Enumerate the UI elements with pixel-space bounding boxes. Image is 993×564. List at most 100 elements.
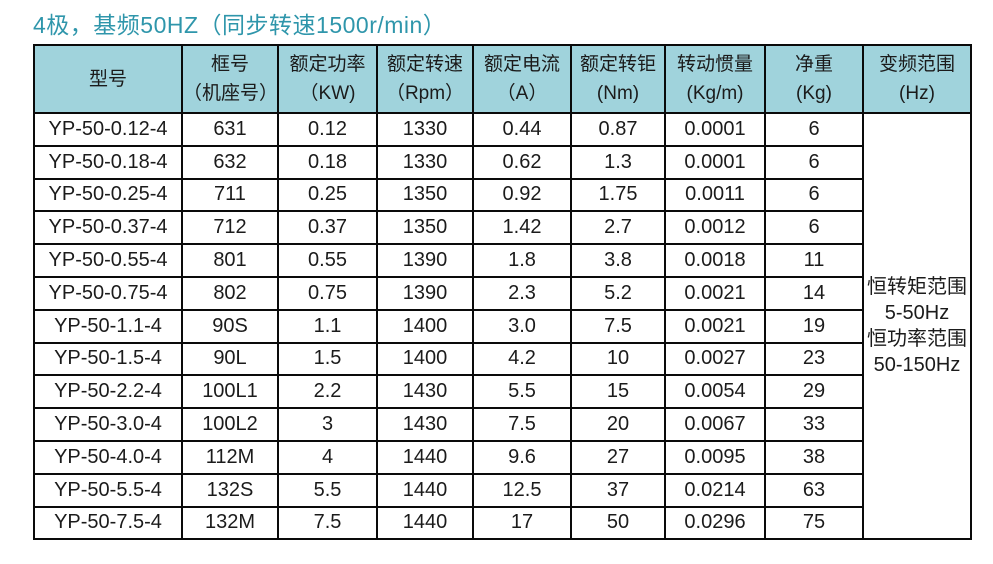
cell: 23	[764, 341, 864, 377]
cell: 15	[570, 374, 666, 410]
cell: 0.0011	[664, 177, 766, 213]
freq-range-line: 恒转矩范围	[867, 276, 967, 299]
cell: 4.2	[472, 341, 572, 377]
cell: 75	[764, 505, 864, 541]
table-row: YP-50-3.0-4 100L2 3 1430 7.5 20 0.0067 33	[33, 407, 971, 442]
cell: 0.25	[277, 177, 378, 213]
cell: 6	[764, 144, 864, 180]
cell: YP-50-1.5-4	[33, 341, 183, 377]
cell: 6	[764, 112, 864, 147]
table-row: YP-50-2.2-4 100L1 2.2 1430 5.5 15 0.0054 29	[33, 374, 971, 410]
cell: 3.0	[472, 308, 572, 344]
cell: YP-50-0.55-4	[33, 243, 183, 278]
cell: 0.44	[472, 112, 572, 147]
cell: 0.75	[277, 275, 378, 311]
cell: 1430	[376, 374, 474, 410]
cell: 0.0001	[664, 144, 766, 180]
cell: YP-50-0.18-4	[33, 144, 183, 180]
cell: 0.55	[277, 243, 378, 278]
cell: 100L2	[181, 407, 279, 442]
cell: 33	[764, 407, 864, 442]
cell: 0.0095	[664, 439, 766, 475]
cell: YP-50-4.0-4	[33, 439, 183, 475]
cell: 1350	[376, 210, 474, 246]
cell: 5.5	[277, 472, 378, 508]
cell: 27	[570, 439, 666, 475]
cell: 1330	[376, 112, 474, 147]
table-row: YP-50-1.1-4 90S 1.1 1400 3.0 7.5 0.0021 19	[33, 308, 971, 344]
cell: 631	[181, 112, 279, 147]
cell: YP-50-1.1-4	[33, 308, 183, 344]
cell: 1390	[376, 243, 474, 278]
cell: 0.0067	[664, 407, 766, 442]
cell: 0.0296	[664, 505, 766, 541]
cell: YP-50-0.75-4	[33, 275, 183, 311]
cell: 12.5	[472, 472, 572, 508]
cell: 1390	[376, 275, 474, 311]
cell: YP-50-3.0-4	[33, 407, 183, 442]
col-header-freq-range: 变频范围 (Hz)	[862, 44, 972, 114]
cell: 7.5	[277, 505, 378, 541]
cell: 1.3	[570, 144, 666, 180]
table-row: YP-50-0.37-4 712 0.37 1350 1.42 2.7 0.0012 6	[33, 210, 971, 246]
cell: 10	[570, 341, 666, 377]
cell: 9.6	[472, 439, 572, 475]
cell: 1.42	[472, 210, 572, 246]
cell: 132M	[181, 505, 279, 541]
cell: 802	[181, 275, 279, 311]
cell: 711	[181, 177, 279, 213]
col-header-model: 型号	[33, 44, 183, 114]
cell: 2.7	[570, 210, 666, 246]
cell: 0.12	[277, 112, 378, 147]
cell: 0.62	[472, 144, 572, 180]
col-header-net-weight: 净重 (Kg)	[764, 44, 864, 114]
cell: 0.37	[277, 210, 378, 246]
cell: 20	[570, 407, 666, 442]
cell: 19	[764, 308, 864, 344]
cell: 1350	[376, 177, 474, 213]
cell: 90S	[181, 308, 279, 344]
cell: 0.0214	[664, 472, 766, 508]
col-header-inertia: 转动惯量 (Kg/m)	[664, 44, 766, 114]
cell: 2.3	[472, 275, 572, 311]
cell: 3.8	[570, 243, 666, 278]
cell: 0.0012	[664, 210, 766, 246]
cell: 0.0027	[664, 341, 766, 377]
freq-range-line: 5-50Hz	[884, 302, 950, 325]
cell: 0.0021	[664, 308, 766, 344]
cell: 1.5	[277, 341, 378, 377]
cell: 0.0021	[664, 275, 766, 311]
cell: 0.0018	[664, 243, 766, 278]
cell: 4	[277, 439, 378, 475]
cell: 1330	[376, 144, 474, 180]
cell: 38	[764, 439, 864, 475]
cell: 0.92	[472, 177, 572, 213]
col-header-rated-power: 额定功率 （KW)	[277, 44, 378, 114]
cell: 2.2	[277, 374, 378, 410]
cell: 1.8	[472, 243, 572, 278]
table-row: YP-50-7.5-4 132M 7.5 1440 17 50 0.0296 75	[33, 505, 971, 541]
cell: 3	[277, 407, 378, 442]
cell: 1.1	[277, 308, 378, 344]
cell: 712	[181, 210, 279, 246]
cell: 29	[764, 374, 864, 410]
col-header-rated-torque: 额定转钜 (Nm)	[570, 44, 666, 114]
cell: 1430	[376, 407, 474, 442]
cell: 6	[764, 210, 864, 246]
page-title: 4极，基频50HZ（同步转速1500r/min）	[33, 12, 447, 38]
cell: 11	[764, 243, 864, 278]
table-row: YP-50-0.55-4 801 0.55 1390 1.8 3.8 0.0018 11	[33, 243, 971, 278]
cell: 0.0054	[664, 374, 766, 410]
cell: YP-50-7.5-4	[33, 505, 183, 541]
col-header-rated-speed: 额定转速 （Rpm）	[376, 44, 474, 114]
cell: 0.18	[277, 144, 378, 180]
table-row: YP-50-5.5-4 132S 5.5 1440 12.5 37 0.0214 63	[33, 472, 971, 508]
header-row: 型号 框号 （机座号） 额定功率 （KW) 额定转速 （Rpm） 额定电流	[33, 44, 972, 114]
cell: 112M	[181, 439, 279, 475]
cell: 1400	[376, 341, 474, 377]
cell: 7.5	[472, 407, 572, 442]
cell: 50	[570, 505, 666, 541]
freq-range-line: 恒功率范围	[867, 328, 967, 351]
cell: 37	[570, 472, 666, 508]
